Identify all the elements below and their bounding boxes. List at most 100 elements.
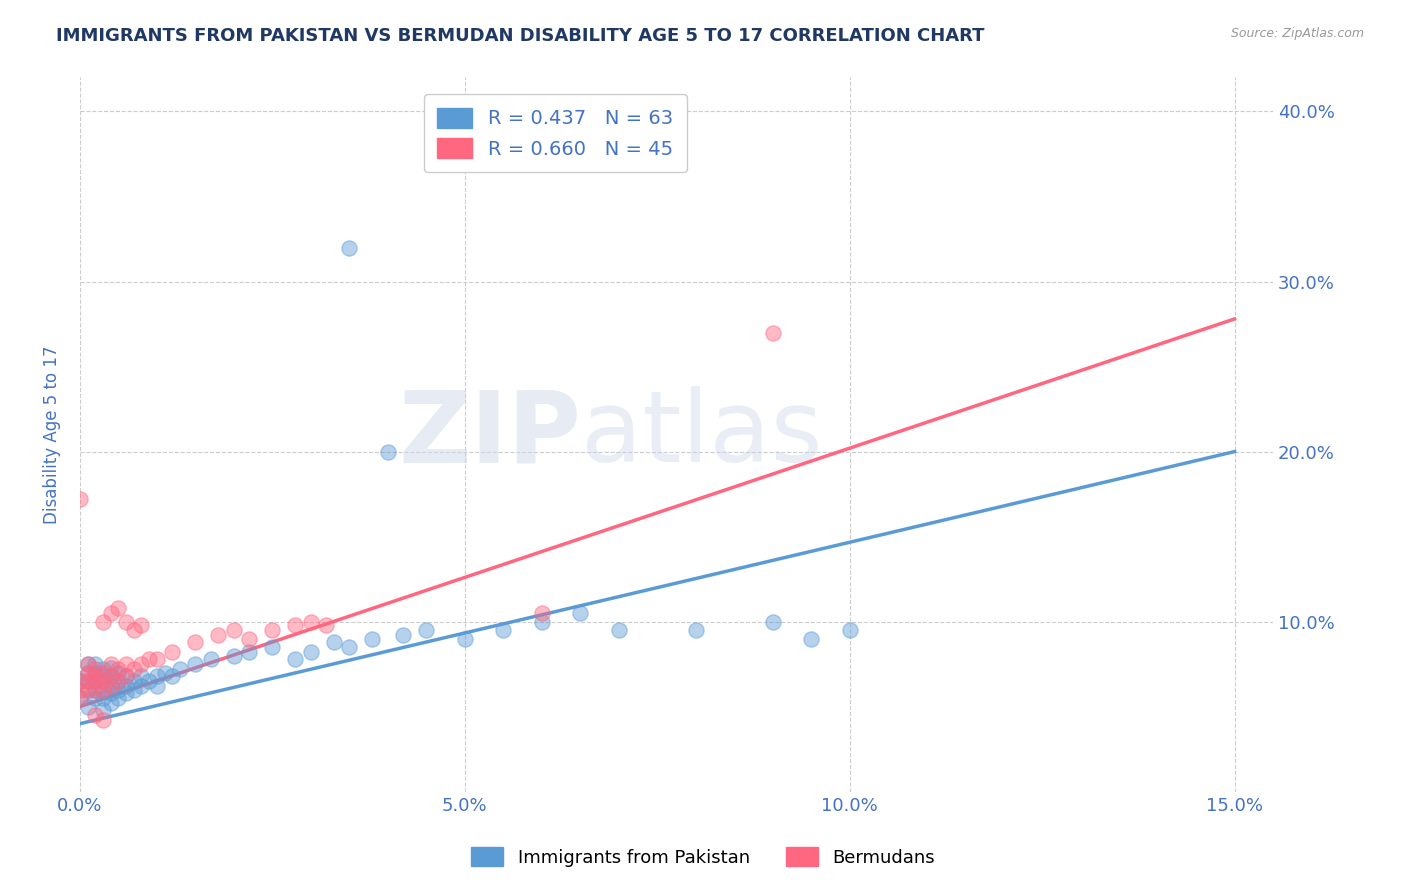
- Point: [184, 657, 207, 672]
- Point: [69, 691, 91, 706]
- Point: [76, 665, 98, 680]
- Point: [607, 623, 630, 637]
- Point: [115, 657, 138, 672]
- Point: [392, 628, 415, 642]
- Point: [122, 682, 145, 697]
- Point: [762, 326, 785, 340]
- Point: [115, 615, 138, 629]
- Point: [84, 657, 107, 672]
- Point: [91, 674, 114, 689]
- Point: [361, 632, 384, 646]
- Text: Source: ZipAtlas.com: Source: ZipAtlas.com: [1230, 27, 1364, 40]
- Point: [262, 640, 284, 655]
- Point: [115, 669, 138, 683]
- Point: [284, 618, 307, 632]
- Point: [222, 648, 245, 663]
- Point: [107, 691, 129, 706]
- Point: [138, 674, 160, 689]
- Point: [100, 606, 122, 620]
- Point: [200, 652, 222, 666]
- Point: [131, 669, 153, 683]
- Point: [169, 662, 191, 676]
- Point: [454, 632, 477, 646]
- Point: [107, 662, 129, 676]
- Point: [107, 674, 129, 689]
- Point: [100, 696, 122, 710]
- Point: [162, 645, 184, 659]
- Point: [100, 669, 122, 683]
- Point: [115, 686, 138, 700]
- Point: [530, 615, 553, 629]
- Point: [322, 635, 344, 649]
- Point: [122, 623, 145, 637]
- Point: [122, 674, 145, 689]
- Point: [162, 669, 184, 683]
- Point: [530, 606, 553, 620]
- Point: [107, 674, 129, 689]
- Point: [100, 660, 122, 674]
- Legend: R = 0.437   N = 63, R = 0.660   N = 45: R = 0.437 N = 63, R = 0.660 N = 45: [423, 95, 686, 172]
- Y-axis label: Disability Age 5 to 17: Disability Age 5 to 17: [44, 345, 60, 524]
- Point: [238, 632, 260, 646]
- Point: [84, 691, 107, 706]
- Point: [100, 686, 122, 700]
- Point: [84, 674, 107, 689]
- Point: [377, 444, 399, 458]
- Point: [69, 492, 91, 507]
- Point: [100, 657, 122, 672]
- Point: [131, 679, 153, 693]
- Point: [299, 615, 322, 629]
- Point: [76, 674, 98, 689]
- Point: [84, 708, 107, 723]
- Point: [838, 623, 860, 637]
- Point: [492, 623, 515, 637]
- Point: [762, 615, 785, 629]
- Point: [569, 606, 592, 620]
- Point: [146, 669, 169, 683]
- Point: [315, 618, 337, 632]
- Point: [84, 674, 107, 689]
- Point: [91, 682, 114, 697]
- Point: [76, 657, 98, 672]
- Point: [69, 674, 91, 689]
- Point: [146, 652, 169, 666]
- Point: [76, 657, 98, 672]
- Point: [100, 677, 122, 691]
- Point: [184, 635, 207, 649]
- Point: [138, 652, 160, 666]
- Point: [115, 669, 138, 683]
- Point: [107, 682, 129, 697]
- Point: [100, 669, 122, 683]
- Legend: Immigrants from Pakistan, Bermudans: Immigrants from Pakistan, Bermudans: [464, 840, 942, 874]
- Point: [91, 662, 114, 676]
- Point: [337, 240, 360, 254]
- Point: [91, 691, 114, 706]
- Point: [415, 623, 437, 637]
- Text: atlas: atlas: [581, 386, 823, 483]
- Point: [153, 665, 176, 680]
- Point: [69, 682, 91, 697]
- Point: [91, 665, 114, 680]
- Text: IMMIGRANTS FROM PAKISTAN VS BERMUDAN DISABILITY AGE 5 TO 17 CORRELATION CHART: IMMIGRANTS FROM PAKISTAN VS BERMUDAN DIS…: [56, 27, 984, 45]
- Point: [122, 662, 145, 676]
- Point: [800, 632, 823, 646]
- Point: [76, 665, 98, 680]
- Point: [131, 657, 153, 672]
- Point: [76, 682, 98, 697]
- Point: [91, 703, 114, 717]
- Point: [284, 652, 307, 666]
- Point: [91, 713, 114, 727]
- Point: [84, 662, 107, 676]
- Text: ZIP: ZIP: [398, 386, 581, 483]
- Point: [100, 679, 122, 693]
- Point: [207, 628, 229, 642]
- Point: [91, 682, 114, 697]
- Point: [107, 665, 129, 680]
- Point: [84, 669, 107, 683]
- Point: [262, 623, 284, 637]
- Point: [76, 674, 98, 689]
- Point: [69, 674, 91, 689]
- Point: [84, 682, 107, 697]
- Point: [146, 679, 169, 693]
- Point: [76, 682, 98, 697]
